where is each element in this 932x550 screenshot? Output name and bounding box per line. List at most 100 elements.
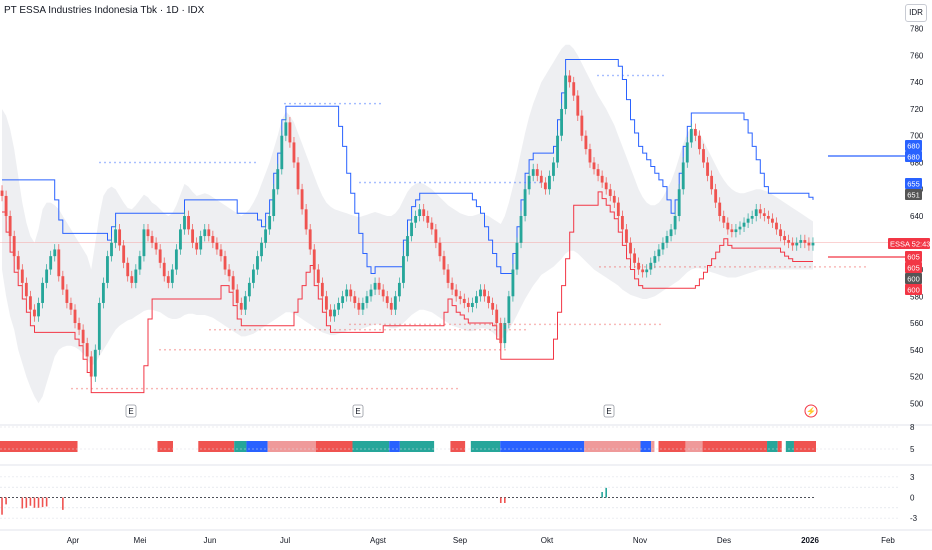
level-dot — [679, 265, 681, 268]
level-dot — [459, 181, 461, 184]
trend-segment — [793, 441, 816, 452]
level-dot — [246, 387, 248, 390]
trend-segment — [234, 441, 247, 452]
candle-body — [28, 296, 32, 310]
level-dot — [389, 323, 391, 326]
level-dot — [594, 323, 596, 326]
level-dot — [499, 323, 501, 326]
event-label: E — [355, 407, 360, 416]
level-dot — [356, 387, 358, 390]
candle-body — [126, 262, 130, 277]
level-dot — [434, 348, 436, 351]
level-dot — [236, 387, 238, 390]
level-dot — [534, 323, 536, 326]
level-dot — [647, 74, 649, 77]
level-dot — [629, 323, 631, 326]
level-dot — [349, 348, 351, 351]
level-dot — [126, 387, 128, 390]
level-dot — [324, 328, 326, 331]
level-dot — [344, 348, 346, 351]
hist-tick-label: 3 — [910, 473, 915, 482]
level-dot — [634, 323, 636, 326]
level-dot — [344, 102, 346, 105]
level-dot — [371, 387, 373, 390]
trend-segment — [685, 441, 703, 452]
candle-body — [333, 309, 336, 317]
candle-body — [349, 289, 353, 297]
level-dot — [607, 74, 609, 77]
level-dot — [389, 181, 391, 184]
level-dot — [139, 161, 141, 164]
level-dot — [519, 181, 521, 184]
level-dot — [289, 348, 291, 351]
level-dot — [484, 181, 486, 184]
level-dot — [409, 348, 411, 351]
level-dot — [359, 348, 361, 351]
grid — [0, 242, 932, 466]
candle-body — [45, 269, 49, 283]
level-dot — [159, 348, 161, 351]
level-dot — [409, 328, 411, 331]
x-tick-label: Des — [717, 536, 731, 545]
level-dot — [301, 387, 303, 390]
y-tick-label: 720 — [910, 105, 924, 114]
hist-bar — [37, 497, 40, 508]
level-dot — [464, 323, 466, 326]
level-dot — [329, 102, 331, 105]
level-dot — [289, 328, 291, 331]
level-dot — [504, 323, 506, 326]
candle-body — [746, 218, 750, 223]
event-markers[interactable]: E E E ⚡ — [125, 404, 818, 418]
candle-body — [633, 253, 636, 263]
trend-segment — [352, 441, 390, 452]
currency-badge[interactable]: IDR — [905, 4, 927, 22]
trend-segment — [584, 441, 641, 452]
candles — [0, 70, 815, 382]
x-tick-label: Mei — [134, 536, 147, 545]
level-dot — [489, 328, 491, 331]
candle-body — [329, 309, 332, 317]
level-dot — [444, 348, 446, 351]
level-dot — [409, 323, 411, 326]
hist-bar — [45, 497, 48, 507]
candle-body — [738, 226, 742, 230]
level-dot — [524, 181, 526, 184]
event-box — [125, 404, 137, 418]
level-dot — [649, 323, 651, 326]
candle-body — [487, 296, 491, 303]
candle-body — [547, 175, 551, 190]
axes: 5005205405605806006206406606807007207407… — [0, 25, 932, 545]
level-dot — [354, 323, 356, 326]
level-dot — [379, 181, 381, 184]
candle-body — [183, 216, 186, 230]
candle-body — [418, 209, 422, 216]
level-dot — [514, 328, 516, 331]
level-dot — [819, 265, 821, 268]
candle-body — [247, 282, 251, 297]
level-dot — [699, 265, 701, 268]
y-tick-label: 540 — [910, 346, 924, 355]
candle-body — [365, 296, 369, 303]
price-tag-bg — [905, 273, 922, 284]
level-dot — [191, 387, 193, 390]
level-dot — [609, 323, 611, 326]
level-dot — [864, 265, 866, 268]
candle-body — [450, 282, 454, 290]
level-dot — [446, 387, 448, 390]
level-dot — [294, 102, 296, 105]
candle-body — [434, 229, 438, 243]
level-dot — [579, 323, 581, 326]
candle-body — [146, 229, 150, 237]
candle-body — [410, 222, 413, 237]
level-dot — [321, 387, 323, 390]
candle-body — [57, 249, 61, 277]
candle-body — [811, 242, 815, 246]
level-dot — [509, 328, 511, 331]
level-dot — [286, 387, 288, 390]
level-dot — [632, 74, 634, 77]
candle-body — [539, 175, 543, 183]
level-dot — [449, 328, 451, 331]
hist-bar — [1, 497, 3, 515]
